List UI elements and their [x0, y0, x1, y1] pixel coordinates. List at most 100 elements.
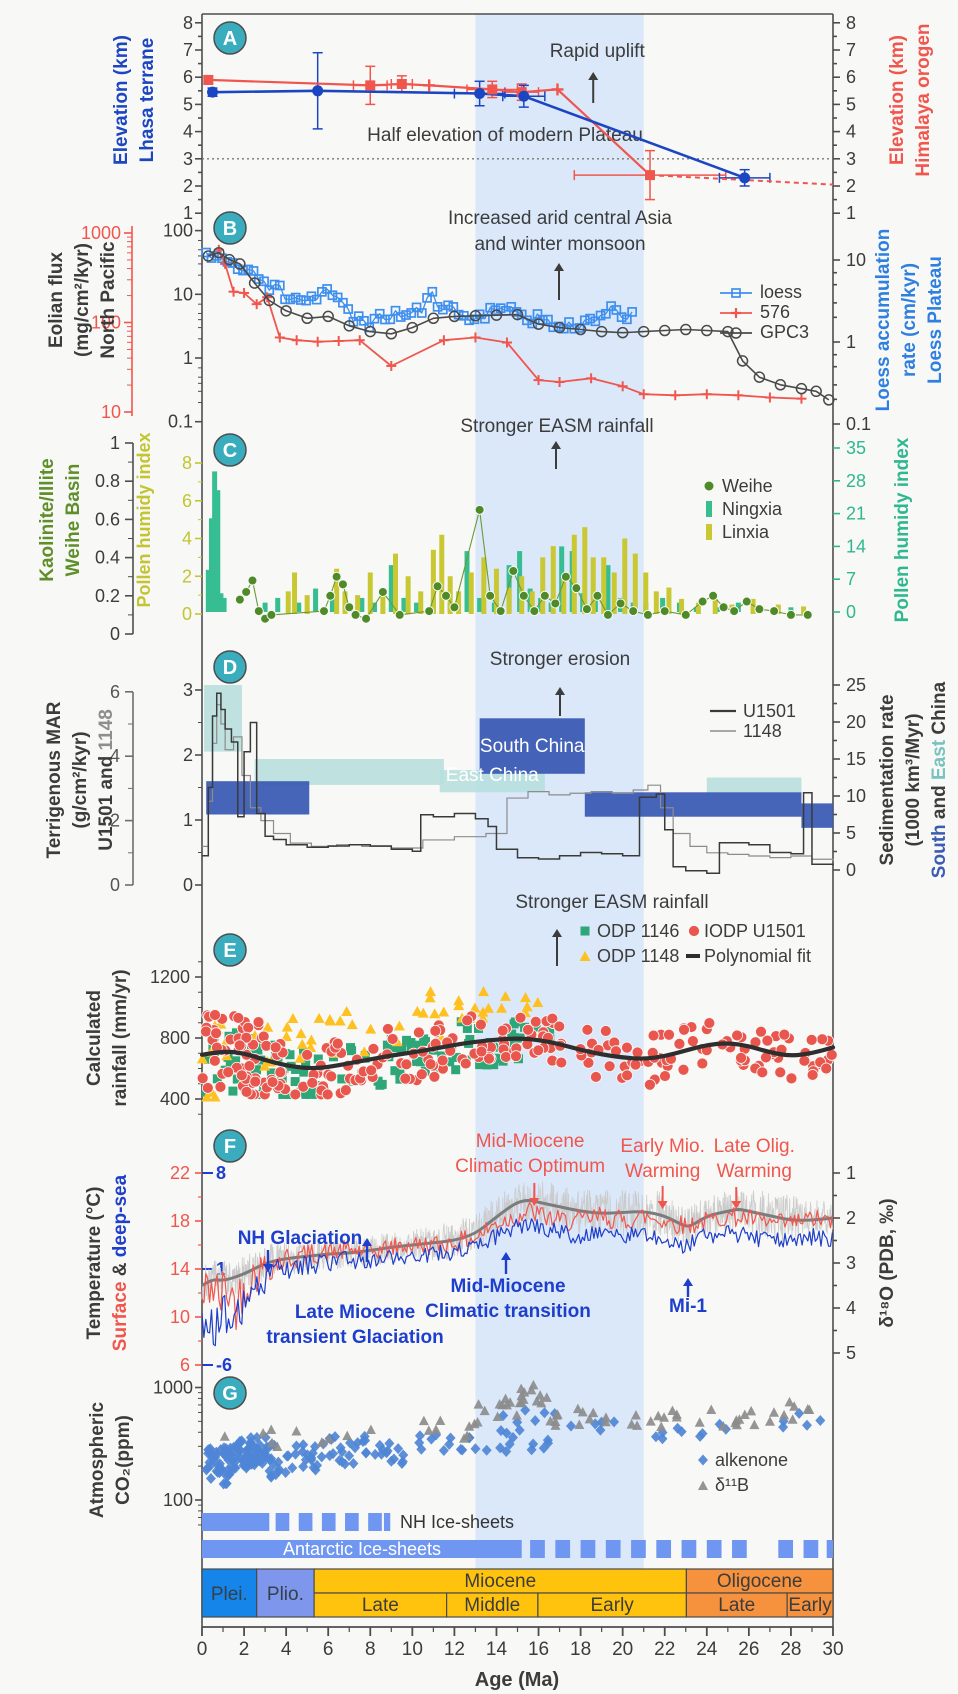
iodp-u1501-point: [252, 1016, 265, 1029]
iodp-u1501-point: [400, 1058, 413, 1071]
co2-triangle-point: [459, 1433, 470, 1443]
f-blue-tick: 1: [216, 1259, 226, 1279]
co2-diamond-point: [393, 1443, 404, 1455]
nh-ice-label: NH Ice-sheets: [400, 1512, 514, 1532]
iodp-u1501-point: [428, 1070, 441, 1083]
south-china-box: [584, 792, 802, 817]
gpc3-circle-marker: [616, 326, 629, 339]
weihe-dot: [449, 602, 460, 613]
gpc3-circle-marker: [736, 355, 749, 367]
gpc3-circle-marker: [722, 325, 734, 338]
loess-square-marker: [322, 284, 332, 294]
co2-diamond-point: [414, 1430, 425, 1442]
legend-label-loess: loess: [760, 282, 802, 302]
co2-diamond-point: [297, 1446, 308, 1458]
d-1148-tick: 4: [110, 746, 120, 766]
label: Weihe Basin: [63, 464, 84, 577]
ningxia-bar: [464, 551, 470, 612]
co2-diamond-point: [520, 1404, 531, 1416]
iodp-u1501-point: [233, 1039, 246, 1052]
co2-triangle-point: [718, 1421, 729, 1431]
iodp-u1501-point: [816, 1033, 829, 1046]
iodp-u1501-point: [756, 1066, 769, 1079]
co2-diamond-point: [374, 1439, 385, 1451]
odp-1148-point: [346, 1019, 358, 1030]
loess-square-marker: [432, 301, 443, 312]
panel-badge-letter: G: [222, 1383, 238, 1405]
gpc3-circle-marker: [213, 246, 225, 259]
label: δ¹⁸O (PDB, ‰): [877, 1198, 898, 1327]
weihe-dot: [659, 606, 670, 617]
loess-square-marker: [390, 305, 401, 316]
iodp-u1501-point: [306, 1076, 319, 1089]
ningxia-bar: [477, 597, 483, 612]
odp-1146-point: [291, 1064, 301, 1074]
c-pollen-tick: 2: [182, 566, 192, 586]
iodp-u1501-point: [696, 1057, 709, 1070]
iodp-u1501-point: [522, 1023, 534, 1036]
linxia-bar: [418, 591, 424, 614]
co2-diamond-point: [205, 1447, 216, 1459]
co2-diamond-point: [445, 1432, 456, 1444]
odp-1148-point: [287, 1013, 299, 1024]
label: Loess accumulation: [873, 229, 894, 412]
gpc3-circle-marker: [701, 324, 713, 337]
annotation-arrow-head: [529, 1198, 540, 1206]
east-china-box: [439, 770, 545, 793]
gpc3-circle-marker: [343, 320, 355, 332]
odp-1148-point: [429, 1008, 441, 1019]
iodp-u1501-point: [436, 1054, 449, 1067]
linxia-bar: [367, 572, 373, 614]
linxia-bar: [430, 549, 436, 614]
odp-1146-point: [346, 1043, 356, 1053]
d-u1501-tick: 1: [183, 810, 193, 830]
f-right-tick: 1: [846, 1163, 856, 1183]
e-left-tick: 800: [160, 1028, 190, 1048]
odp-1146-point: [249, 1047, 259, 1057]
odp-1146-point: [411, 1056, 421, 1066]
legend-label-GPC3: GPC3: [760, 322, 809, 342]
annotation-arrow-head: [657, 1201, 668, 1209]
odp-1148-point: [438, 1006, 450, 1017]
iodp-u1501-point: [367, 1042, 380, 1055]
weihe-dot: [241, 586, 252, 597]
iodp-u1501-point: [339, 1084, 352, 1097]
panel-badge-B: [213, 211, 247, 245]
co2-triangle-point: [574, 1419, 585, 1429]
label: Kaolinite/Illite: [37, 458, 58, 582]
co2-diamond-point: [344, 1450, 355, 1462]
linxia-bar: [342, 591, 348, 614]
g-left-tick: 1000: [153, 1378, 193, 1398]
odp-1148-point: [313, 1012, 325, 1023]
loess-square-marker: [380, 314, 390, 325]
iodp-u1501-point: [321, 1088, 334, 1101]
co2-diamond-point: [504, 1438, 515, 1450]
iodp-u1501-point: [424, 1058, 437, 1071]
odp-1146-point: [212, 1074, 222, 1084]
stage-label: Late: [718, 1595, 755, 1616]
loess-square-marker: [296, 295, 306, 305]
antarctic-ice-dash: [732, 1540, 747, 1558]
odp-1148-point: [341, 1006, 353, 1017]
linxia-bar: [405, 576, 411, 614]
co2-triangle-point: [514, 1397, 525, 1408]
weihe-dot: [571, 583, 582, 594]
odp-1148-point: [358, 1046, 370, 1057]
loess-square-marker: [579, 315, 590, 326]
loess-square-marker: [285, 294, 296, 305]
co2-triangle-point: [272, 1441, 283, 1451]
stage-Early: [786, 1592, 834, 1618]
label: NH Glaciation: [238, 1228, 363, 1249]
co2-diamond-point: [455, 1443, 466, 1455]
co2-triangle-point: [656, 1421, 667, 1431]
legend-label-U1501: U1501: [743, 701, 796, 721]
iodp-u1501-point: [621, 1069, 634, 1082]
legend-marker-loess: [731, 288, 741, 298]
ningxia-bar: [212, 471, 218, 612]
co2-triangle-point: [535, 1390, 546, 1400]
loess-square-marker: [564, 317, 574, 327]
co2-diamond-point: [360, 1435, 371, 1447]
a-right-title: Himalaya orogen: [913, 23, 934, 176]
odp-1148-point: [411, 1005, 423, 1016]
iodp-u1501-point: [365, 1064, 378, 1077]
